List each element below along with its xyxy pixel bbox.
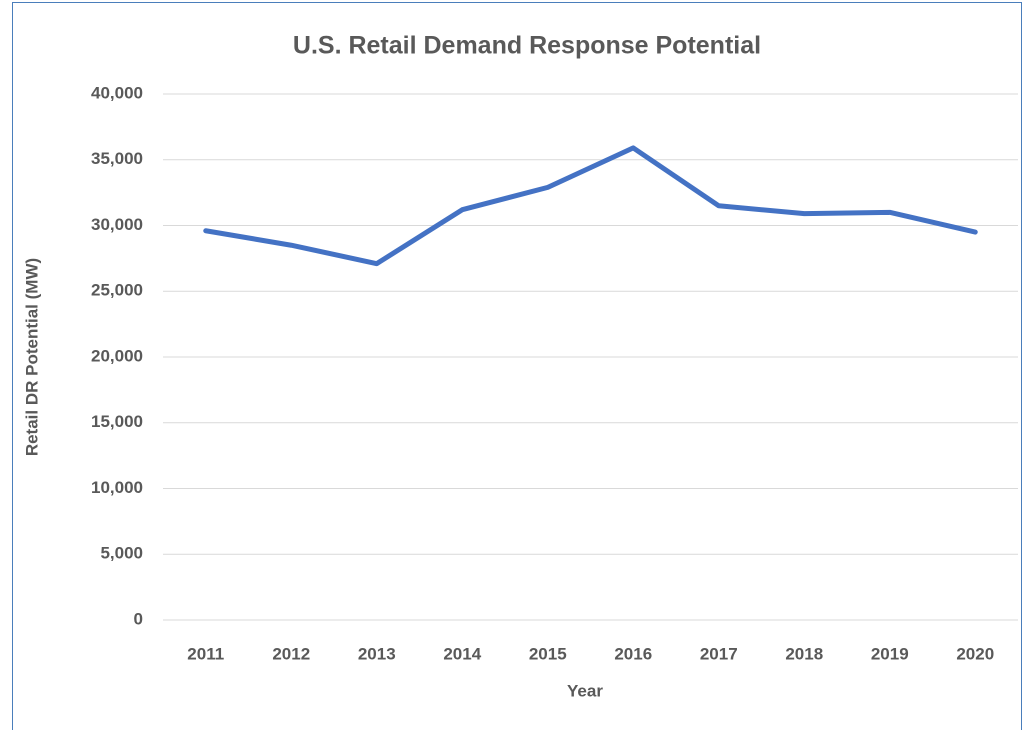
x-tick-label: 2018	[785, 644, 823, 663]
x-tick-label: 2020	[956, 644, 994, 663]
y-tick-label: 35,000	[91, 149, 143, 168]
y-tick-label: 20,000	[91, 346, 143, 365]
x-tick-label: 2017	[700, 644, 738, 663]
y-tick-label: 5,000	[100, 544, 143, 563]
x-tick-label: 2015	[529, 644, 567, 663]
data-line	[203, 145, 978, 267]
y-tick-label: 30,000	[91, 215, 143, 234]
x-tick-label: 2012	[272, 644, 310, 663]
chart-title: U.S. Retail Demand Response Potential	[293, 32, 761, 60]
x-axis-label: Year	[567, 681, 603, 700]
y-tick-label: 10,000	[91, 478, 143, 497]
y-tick-label: 0	[134, 609, 143, 628]
x-tick-label: 2013	[358, 644, 396, 663]
x-tick-label: 2014	[443, 644, 481, 663]
chart-frame	[12, 2, 1022, 730]
y-axis-label: Retail DR Potential (MW)	[22, 258, 41, 456]
y-tick-label: 25,000	[91, 281, 143, 300]
x-tick-label: 2016	[614, 644, 652, 663]
y-tick-label: 15,000	[91, 412, 143, 431]
x-tick-label: 2019	[871, 644, 909, 663]
x-tick-label: 2011	[187, 644, 224, 663]
y-tick-label: 40,000	[91, 83, 143, 102]
